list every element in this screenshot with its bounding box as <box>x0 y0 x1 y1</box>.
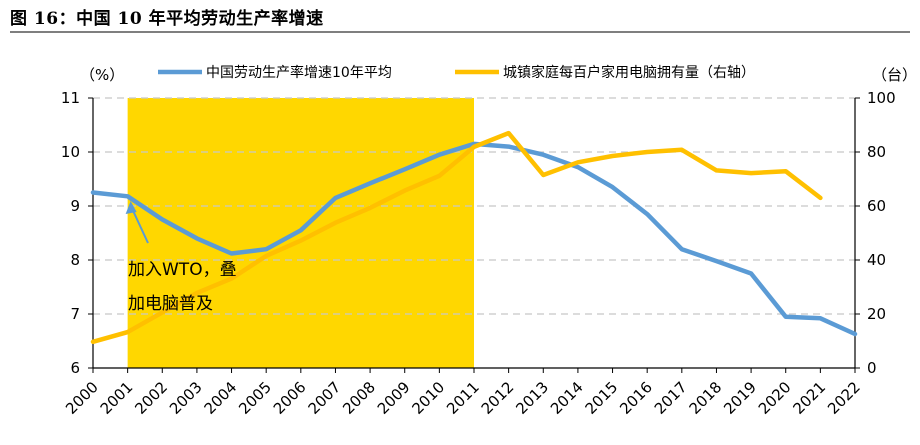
y-left-tick-label: 6 <box>70 359 80 377</box>
x-tick-label: 2009 <box>374 378 414 418</box>
x-tick-label: 2001 <box>97 378 137 418</box>
annotation-arrow-shaft <box>132 211 149 244</box>
y-right-tick-label: 40 <box>867 251 886 269</box>
legend-label-computers: 城镇家庭每百户家用电脑拥有量（右轴） <box>503 64 755 81</box>
x-tick-label: 2003 <box>166 378 206 418</box>
y-right-tick-label: 80 <box>867 143 886 161</box>
x-tick-label: 2012 <box>478 378 518 418</box>
x-tick-label: 2004 <box>201 378 241 418</box>
annotation-arrowhead <box>125 201 137 214</box>
x-tick-label: 2011 <box>443 378 483 418</box>
legend-label-productivity: 中国劳动生产率增速10年平均 <box>206 64 392 81</box>
x-tick-label: 2019 <box>720 378 760 418</box>
x-tick-label: 2020 <box>755 378 795 418</box>
x-tick-label: 2021 <box>789 378 829 418</box>
series-line-productivity <box>90 141 858 337</box>
x-tick-label: 2018 <box>686 378 726 418</box>
y-right-tick-label: 60 <box>867 197 886 215</box>
y-right-unit-label: （台） <box>872 66 917 84</box>
y-right-tick-label: 0 <box>867 359 877 377</box>
x-tick-label: 2002 <box>131 378 171 418</box>
y-left-tick-label: 7 <box>70 305 80 323</box>
y-left-unit-label: （%） <box>80 66 124 84</box>
y-left-tick-label: 11 <box>61 89 80 107</box>
y-left-tick-label: 10 <box>61 143 80 161</box>
x-tick-label: 2005 <box>235 378 275 418</box>
x-tick-label: 2008 <box>339 378 379 418</box>
x-tick-label: 2013 <box>512 378 552 418</box>
y-right-tick-label: 20 <box>867 305 886 323</box>
y-right-tick-label: 100 <box>867 89 896 107</box>
y-left-tick-label: 9 <box>70 197 80 215</box>
annotation-line-1: 加入WTO，叠 <box>128 260 237 280</box>
chart-title: 图 16：中国 10 年平均劳动生产率增速 <box>10 9 324 29</box>
x-tick-label: 2007 <box>305 378 345 418</box>
annotation-line-2: 加电脑普及 <box>128 294 213 314</box>
y-left-tick-label: 8 <box>70 251 80 269</box>
x-tick-label: 2017 <box>651 378 691 418</box>
x-tick-label: 2010 <box>408 378 448 418</box>
x-tick-label: 2014 <box>547 378 587 418</box>
x-tick-label: 2016 <box>616 378 656 418</box>
x-tick-label: 2006 <box>270 378 310 418</box>
series-line-computers <box>90 130 823 345</box>
x-tick-label: 2000 <box>62 378 102 418</box>
x-tick-label: 2022 <box>824 378 864 418</box>
x-tick-label: 2015 <box>582 378 622 418</box>
title-divider <box>10 31 910 33</box>
highlight-region <box>127 98 475 368</box>
